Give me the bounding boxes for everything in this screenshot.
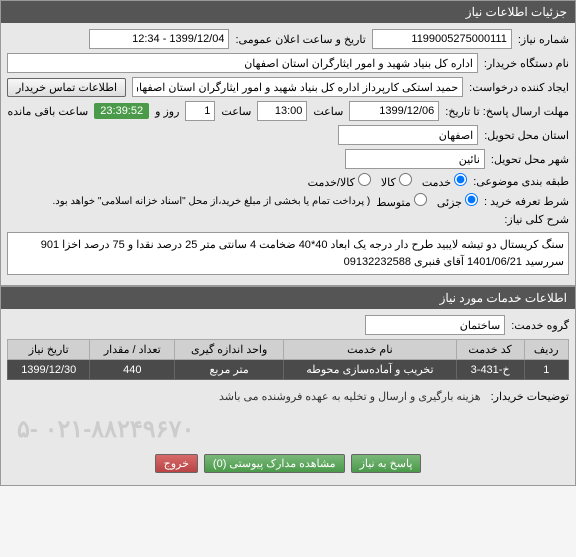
respond-button[interactable]: پاسخ به نیاز: [351, 454, 422, 473]
buyer-notes-label: توضیحات خریدار:: [491, 390, 569, 403]
countdown-timer: 23:39:52: [94, 103, 149, 119]
city-label: شهر محل تحویل:: [491, 153, 569, 166]
docs-button[interactable]: مشاهده مدارک پیوستی (0): [204, 454, 345, 473]
cell-date: 1399/12/30: [8, 360, 90, 380]
creator-input[interactable]: [132, 77, 463, 97]
cat-service-option[interactable]: خدمت: [422, 173, 467, 189]
services-panel: اطلاعات خدمات مورد نیاز گروه خدمت: ردیف …: [0, 286, 576, 486]
col-code: کد خدمت: [456, 340, 524, 360]
time-label-2: ساعت: [221, 105, 251, 118]
cat-goods-option[interactable]: کالا: [381, 173, 412, 189]
deadline-days-input[interactable]: [185, 101, 215, 121]
group-label: گروه خدمت:: [511, 319, 569, 332]
col-date: تاریخ نیاز: [8, 340, 90, 360]
cell-row: 1: [524, 360, 569, 380]
cell-unit: متر مربع: [175, 360, 284, 380]
table-row[interactable]: 1 خ-431-3 تخریب و آماده‌سازی محوطه متر م…: [8, 360, 569, 380]
province-input[interactable]: [338, 125, 478, 145]
request-no-label: شماره نیاز:: [518, 33, 569, 46]
close-button[interactable]: خروج: [155, 454, 198, 473]
province-label: استان محل تحویل:: [484, 129, 569, 142]
services-table: ردیف کد خدمت نام خدمت واحد اندازه گیری ت…: [7, 339, 569, 380]
publish-date-label: تاریخ و ساعت اعلان عمومی:: [235, 33, 365, 46]
category-label: طبقه بندی موضوعی:: [473, 175, 569, 188]
contact-button[interactable]: اطلاعات تماس خریدار: [7, 78, 126, 97]
col-name: نام خدمت: [284, 340, 457, 360]
remaining-label: ساعت باقی مانده: [8, 105, 89, 118]
publish-date-input[interactable]: [89, 29, 229, 49]
desc-label: شرح کلی نیاز:: [504, 213, 569, 226]
panel2-header: اطلاعات خدمات مورد نیاز: [1, 287, 575, 309]
deadline-time1-input[interactable]: [257, 101, 307, 121]
purchase-cond-label: شرط تعرفه خرید :: [484, 195, 569, 208]
org-input[interactable]: [7, 53, 478, 73]
cell-qty: 440: [90, 360, 175, 380]
table-header-row: ردیف کد خدمت نام خدمت واحد اندازه گیری ت…: [8, 340, 569, 360]
shipping-note: هزینه بارگیری و ارسال و تخلیه به عهده فر…: [215, 386, 485, 407]
panel1-header: جزئیات اطلاعات نیاز: [1, 1, 575, 23]
col-qty: تعداد / مقدار: [90, 340, 175, 360]
days-label: روز و: [155, 105, 179, 118]
col-unit: واحد اندازه گیری: [175, 340, 284, 360]
time-label-1: ساعت: [313, 105, 343, 118]
deadline-date-input[interactable]: [349, 101, 439, 121]
cond-partial-option[interactable]: جزئی: [437, 193, 478, 209]
col-row: ردیف: [524, 340, 569, 360]
category-radio-group: خدمت کالا کالا/خدمت: [308, 173, 468, 189]
deadline-label: مهلت ارسال پاسخ: تا تاریخ:: [445, 105, 569, 118]
request-no-input[interactable]: [372, 29, 512, 49]
cat-goods-service-option[interactable]: کالا/خدمت: [308, 173, 371, 189]
purchase-note: ( پرداخت تمام یا بخشی از مبلغ خرید،از مح…: [53, 196, 371, 207]
purchase-cond-group: جزئی متوسط: [376, 193, 478, 209]
description-box: سنگ کریستال دو تیشه لایبید طرح دار درجه …: [7, 232, 569, 275]
cell-code: خ-431-3: [456, 360, 524, 380]
creator-label: ایجاد کننده درخواست:: [469, 81, 569, 94]
group-input[interactable]: [365, 315, 505, 335]
request-info-panel: جزئیات اطلاعات نیاز شماره نیاز: تاریخ و …: [0, 0, 576, 286]
watermark: ۰۲۱-۸۸۲۴۹۶۷۰ -۵: [7, 411, 569, 448]
city-input[interactable]: [345, 149, 485, 169]
cond-medium-option[interactable]: متوسط: [376, 193, 427, 209]
cell-name: تخریب و آماده‌سازی محوطه: [284, 360, 457, 380]
bottom-buttons: پاسخ به نیاز مشاهده مدارک پیوستی (0) خرو…: [7, 448, 569, 479]
org-label: نام دستگاه خریدار:: [484, 57, 569, 70]
